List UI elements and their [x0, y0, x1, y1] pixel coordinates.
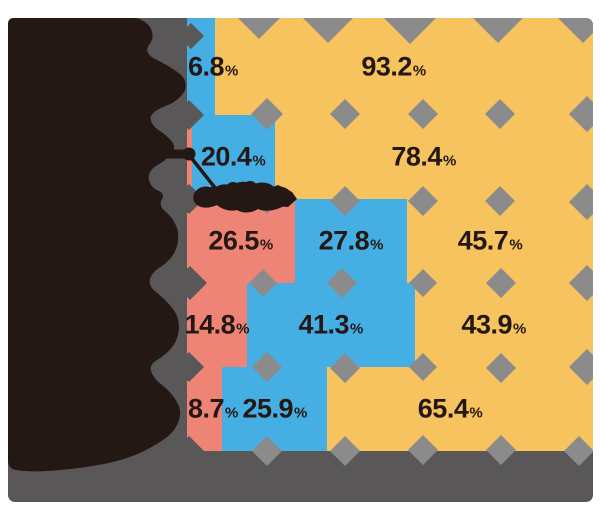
value-number: 8.7	[188, 393, 225, 424]
value-number: 45.7	[457, 225, 509, 256]
percent-sign: %	[370, 236, 384, 254]
value-number: 27.8	[318, 225, 370, 256]
value-labels: 6.8% 93.2% 20.4% 78.4% 26.5% 27.8% 45.7% 14.8% 4…	[8, 18, 593, 502]
value-label-blue: 6.8%	[188, 53, 238, 80]
value-number: 93.2	[361, 51, 412, 81]
percent-sign: %	[442, 152, 457, 170]
value-number: 20.4	[200, 141, 252, 172]
value-label-orange: 78.4%	[391, 141, 457, 172]
percent-sign: %	[225, 404, 239, 422]
value-number: 78.4	[391, 141, 442, 172]
value-label-blue: 20.4%	[200, 141, 266, 172]
percent-sign: %	[512, 320, 527, 338]
percent-sign: %	[509, 236, 523, 254]
value-label-red: 14.8%	[184, 309, 250, 340]
percent-sign: %	[294, 404, 308, 422]
value-label-blue: 27.8%	[318, 225, 384, 256]
bar-segment-orange	[274, 115, 593, 199]
value-number: 43.9	[461, 309, 512, 340]
value-label-orange: 45.7%	[457, 225, 523, 256]
bar-segment-orange	[327, 367, 593, 451]
percent-sign: %	[469, 404, 483, 422]
stacked-bars	[8, 18, 593, 502]
percent-sign: %	[252, 152, 266, 170]
value-number: 41.3	[298, 309, 350, 340]
value-number: 14.8	[184, 309, 236, 340]
value-number: 25.9	[242, 393, 293, 424]
value-label-blue: 41.3%	[298, 309, 364, 340]
value-number: 65.4	[417, 393, 469, 424]
percent-sign: %	[412, 62, 427, 79]
percent-sign: %	[350, 320, 364, 338]
value-label-blue: 25.9%	[242, 393, 308, 424]
value-number: 6.8	[188, 51, 225, 81]
value-number: 26.5	[208, 225, 259, 256]
value-label-red: 8.7%	[188, 393, 239, 424]
percent-sign: %	[236, 320, 250, 338]
chart-area: 6.8% 93.2% 20.4% 78.4% 26.5% 27.8% 45.7% 14.8% 4…	[8, 18, 593, 502]
value-label-orange: 43.9%	[461, 309, 527, 340]
value-label-red: 26.5%	[208, 225, 274, 256]
value-label-orange: 65.4%	[417, 393, 483, 424]
value-label-orange: 93.2%	[361, 53, 426, 80]
percent-sign: %	[225, 62, 239, 79]
percent-sign: %	[259, 236, 274, 254]
